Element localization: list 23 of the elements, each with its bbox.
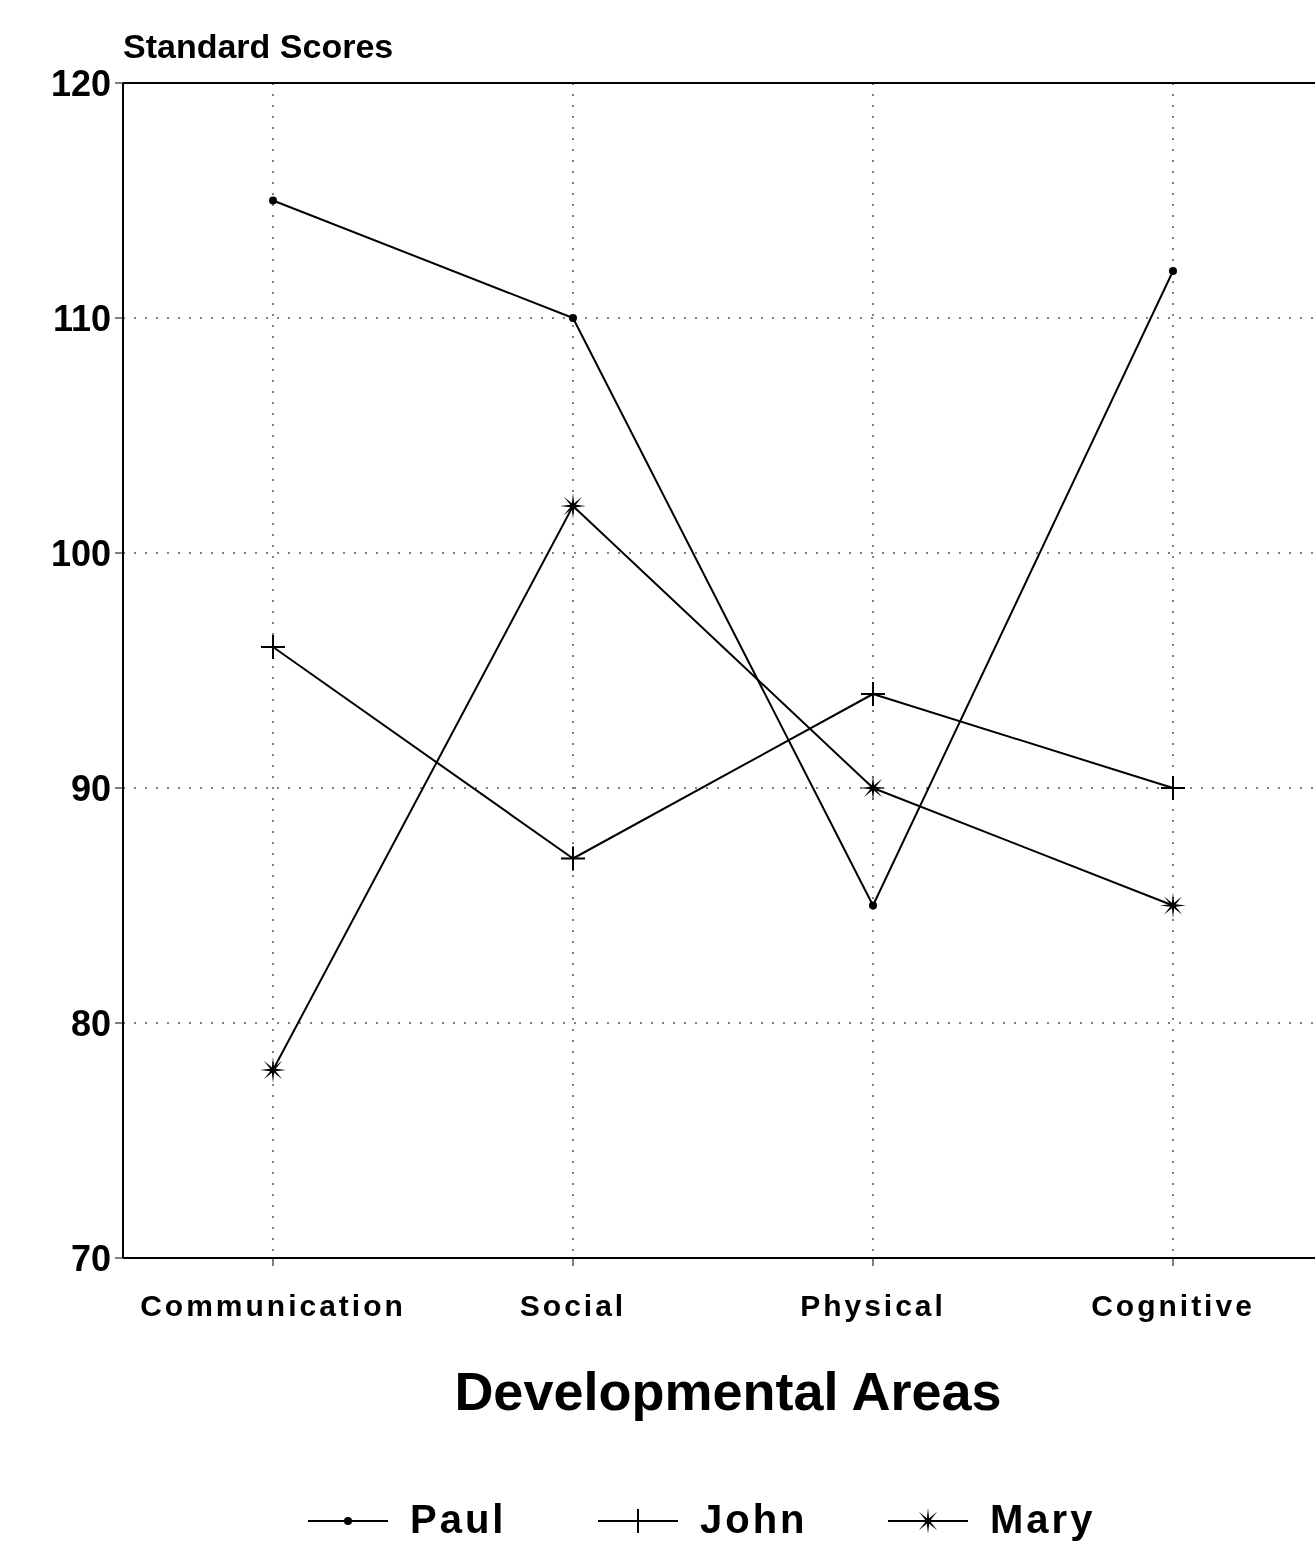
point [261,635,285,659]
x-tick-label: Social [519,1289,627,1322]
y-axis-title: Standard Scores [123,27,394,65]
point [561,846,585,871]
legend-label: Paul [410,1497,507,1541]
y-tick-label: 110 [52,297,111,339]
point [861,682,885,706]
point [269,196,277,205]
y-tick-label: 90 [70,767,111,809]
point [569,314,577,322]
x-tick-label: Cognitive [1091,1289,1255,1322]
legend-label: John [700,1497,808,1541]
legend-label: Mary [990,1497,1096,1541]
y-tick-label: 120 [50,62,111,104]
y-tick-label: 80 [70,1002,111,1044]
point [869,901,877,910]
point [1169,267,1177,275]
y-tick-label: 70 [70,1237,111,1279]
x-tick-label: Physical [800,1289,946,1322]
point [1161,776,1185,800]
x-tick-label: Communication [140,1289,406,1322]
x-axis-title: Developmental Areas [454,1361,1002,1421]
y-tick-label: 100 [50,532,111,574]
